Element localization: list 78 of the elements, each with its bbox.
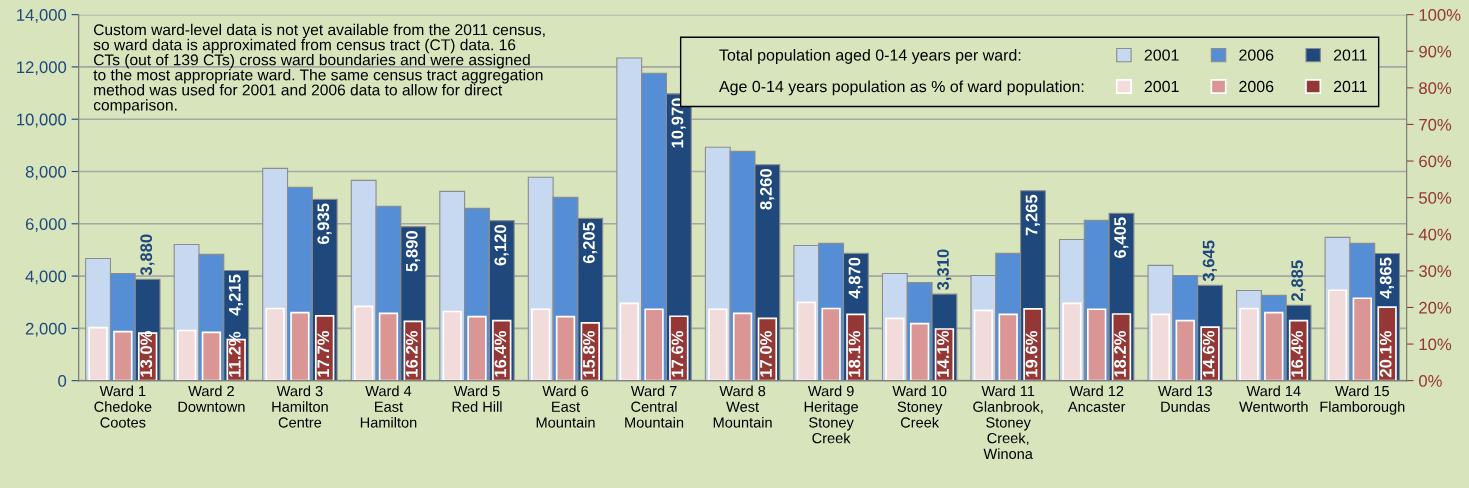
data-label: 4,865 bbox=[1379, 257, 1394, 299]
x-tick-label: Ward 5 Red Hill bbox=[452, 385, 502, 412]
y2-tick-label: 0% bbox=[1419, 375, 1442, 387]
data-label: 20.1% bbox=[1379, 330, 1392, 378]
y-tick-label: 8,000 bbox=[25, 165, 67, 180]
x-tick-label: Ward 14 Wentworth bbox=[1239, 385, 1308, 412]
bar bbox=[619, 302, 639, 381]
data-label: 16.2% bbox=[405, 330, 418, 377]
y2-tick-label: 30% bbox=[1419, 265, 1452, 278]
data-label: 16.4% bbox=[1291, 330, 1304, 377]
data-label: 3,880 bbox=[140, 234, 155, 276]
data-label: 2,885 bbox=[1291, 260, 1306, 301]
x-tick-label: Ward 12 Ancaster bbox=[1067, 385, 1126, 412]
legend-label: 2011 bbox=[1333, 80, 1367, 93]
x-tick-label: Ward 4 East Hamilton bbox=[360, 385, 417, 428]
x-tick-label: Ward 2 Downtown bbox=[178, 385, 245, 412]
bar bbox=[644, 308, 664, 381]
bar bbox=[442, 310, 462, 381]
y-tick-label: 0 bbox=[58, 375, 67, 387]
data-label: 18.2% bbox=[1114, 330, 1126, 377]
x-tick-label: Ward 11 Glanbrook, Stoney Creek, Winona bbox=[973, 385, 1043, 460]
data-label: 17.0% bbox=[760, 330, 772, 377]
y-tick-label: 4,000 bbox=[25, 270, 67, 285]
y2-tick-label: 10% bbox=[1419, 338, 1452, 351]
y-tick-label: 12,000 bbox=[17, 61, 67, 76]
y2-tick-label: 50% bbox=[1419, 192, 1452, 204]
annotation: Custom ward-level data is not yet available from the 2011 census, so ward data is approximated from census tract (CT) data. 16 CTs (out of 139 CTs) cross ward boundaries and were assigned to the most appropriate ward. The same census tract aggregation method was used for 2001 and 2006 data to allow for direct comparison. bbox=[93, 23, 545, 114]
annotation: Total population aged 0-14 years per ward: bbox=[719, 49, 1021, 64]
x-tick-label: Ward 3 Hamilton Centre bbox=[272, 385, 328, 428]
data-label: 3,310 bbox=[937, 249, 952, 291]
x-tick-label: Ward 7 Central Mountain bbox=[625, 385, 684, 428]
x-tick-label: Ward 10 Stoney Creek bbox=[892, 385, 947, 428]
data-label: 7,265 bbox=[1025, 194, 1040, 236]
y2-tick-label: 70% bbox=[1419, 118, 1452, 131]
data-label: 11.2% bbox=[228, 331, 241, 377]
y2-tick-label: 80% bbox=[1419, 82, 1452, 95]
y-tick-label: 14,000 bbox=[17, 9, 67, 23]
data-label: 4,870 bbox=[848, 257, 863, 299]
data-label: 17.7% bbox=[317, 330, 330, 377]
bar bbox=[265, 307, 285, 381]
bar bbox=[708, 308, 728, 381]
data-label: 16.4% bbox=[494, 330, 507, 377]
y2-tick-label: 90% bbox=[1419, 45, 1452, 58]
data-label: 8,260 bbox=[760, 169, 775, 210]
y2-tick-label: 40% bbox=[1418, 228, 1452, 241]
y2-tick-label: 20% bbox=[1419, 301, 1452, 314]
data-label: 3,645 bbox=[1202, 240, 1217, 282]
x-tick-label: Ward 15 Flamborough bbox=[1320, 385, 1405, 415]
data-label: 17.6% bbox=[671, 330, 684, 377]
data-label: 15.8% bbox=[582, 330, 595, 377]
data-label: 13.0% bbox=[140, 330, 153, 377]
data-label: 14.6% bbox=[1202, 330, 1215, 377]
data-label: 6,405 bbox=[1114, 217, 1129, 258]
y-tick-label: 10,000 bbox=[17, 113, 67, 128]
data-label: 19.6% bbox=[1025, 330, 1038, 377]
legend-label: 2006 bbox=[1239, 49, 1274, 61]
y-tick-label: 6,000 bbox=[25, 218, 67, 232]
legend-label: 2001 bbox=[1144, 49, 1179, 61]
x-tick-label: Ward 1 Chedoke Cootes bbox=[94, 385, 152, 428]
y2-tick-label: 60% bbox=[1419, 155, 1452, 168]
data-label: 6,205 bbox=[582, 222, 598, 264]
y2-tick-label: 100% bbox=[1419, 9, 1461, 21]
bar bbox=[732, 312, 753, 381]
x-tick-label: Ward 8 West Mountain bbox=[713, 385, 772, 428]
data-label: 6,935 bbox=[317, 203, 332, 245]
x-tick-label: Ward 6 East Mountain bbox=[536, 385, 595, 428]
annotation: Age 0-14 years population as % of ward population: bbox=[719, 80, 1084, 96]
legend-label: 2001 bbox=[1144, 80, 1179, 93]
legend-label: 2011 bbox=[1333, 49, 1367, 61]
data-label: 5,890 bbox=[405, 231, 421, 272]
x-tick-label: Ward 9 Heritage Stoney Creek bbox=[804, 385, 859, 444]
x-tick-label: Ward 13 Dundas bbox=[1158, 385, 1212, 412]
data-label: 14.1% bbox=[937, 330, 949, 377]
legend-label: 2006 bbox=[1239, 80, 1274, 93]
y-tick-label: 2,000 bbox=[25, 322, 67, 337]
data-label: 18.1% bbox=[848, 330, 861, 377]
data-label: 4,215 bbox=[228, 274, 244, 316]
data-label: 6,120 bbox=[494, 224, 509, 266]
